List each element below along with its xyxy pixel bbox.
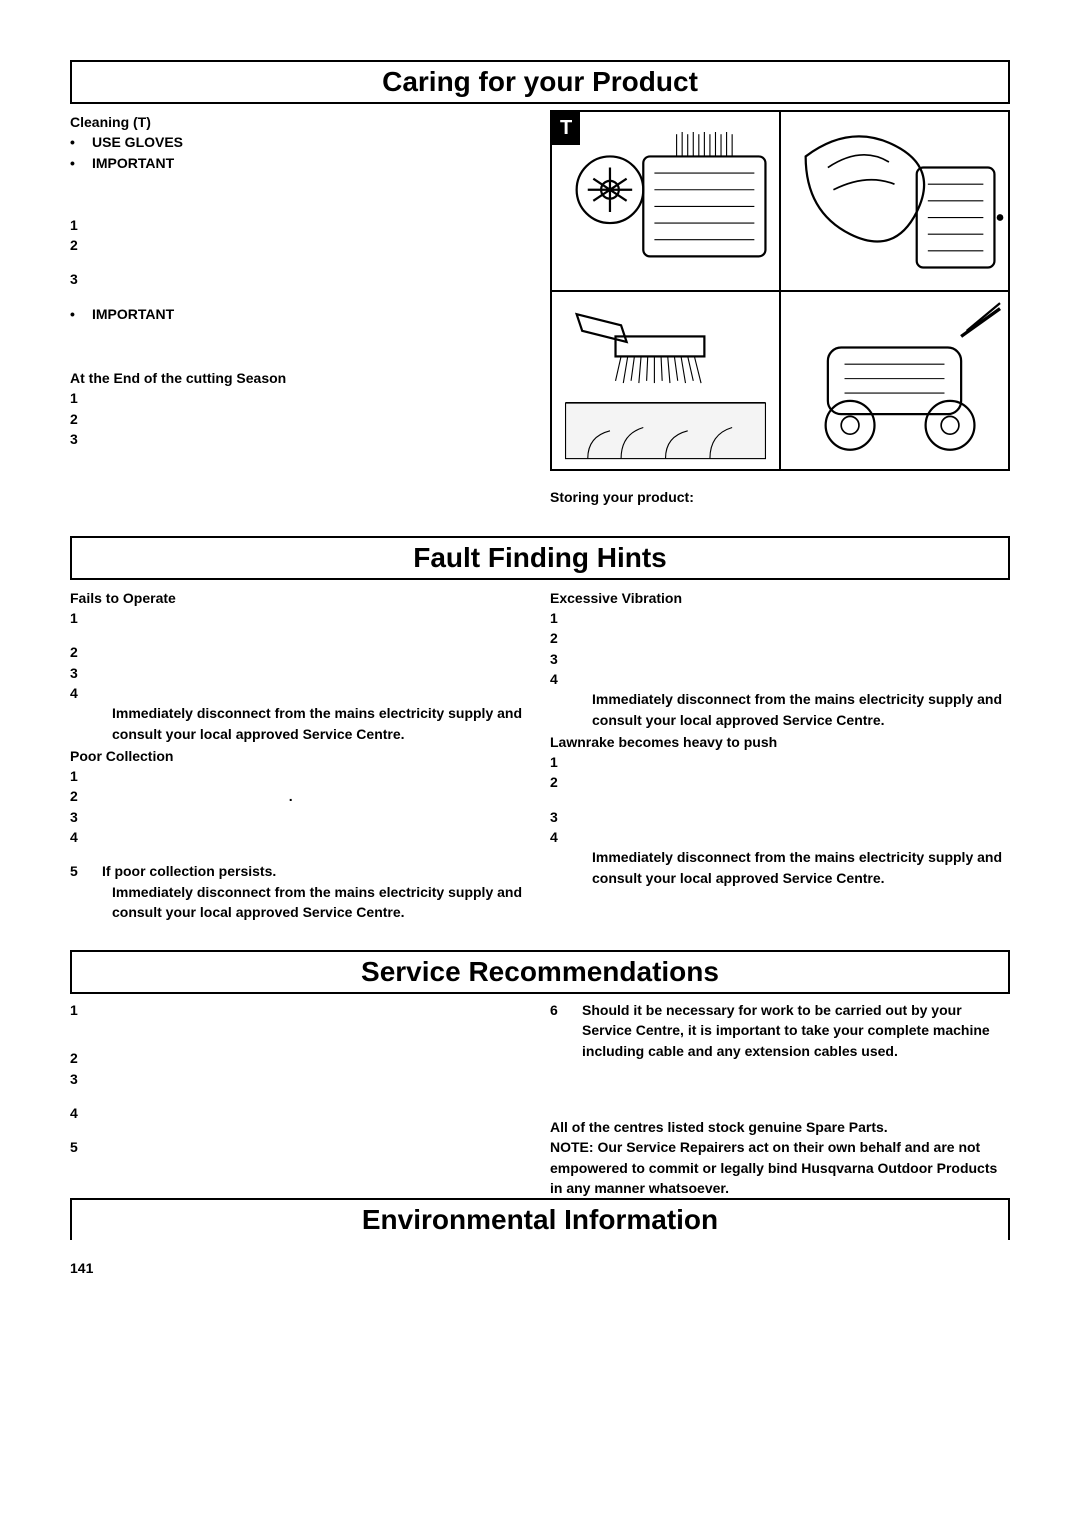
bullet-important: • IMPORTANT	[70, 153, 530, 173]
poor-2: 2 .	[70, 786, 530, 806]
vib-2: 2	[550, 628, 1010, 648]
section-service-title: Service Recommendations	[361, 956, 719, 987]
section-env-title: Environmental Information	[362, 1204, 718, 1235]
illustration-tag-t: T	[552, 112, 580, 145]
bullet-dot: •	[70, 132, 92, 152]
page-number: 141	[70, 1260, 1010, 1276]
section-service-title-box: Service Recommendations	[70, 950, 1010, 994]
poor-1: 1	[70, 766, 530, 786]
heavy-4-text: Immediately disconnect from the mains el…	[550, 847, 1010, 888]
caring-left-col: Cleaning (T) • USE GLOVES • IMPORTANT 1 …	[70, 110, 530, 508]
service-right-col: 6 Should it be necessary for work to be …	[550, 1000, 1010, 1198]
illustration-grid: T	[550, 110, 1010, 471]
poor-3: 3	[70, 807, 530, 827]
brush-side-icon	[552, 112, 779, 290]
mower-side-icon	[781, 292, 1008, 470]
illustration-cell-3	[551, 291, 780, 471]
poor-4: 4	[70, 827, 530, 847]
fails-4: 4	[70, 683, 530, 703]
vib-3: 3	[550, 649, 1010, 669]
bullet-text: USE GLOVES	[92, 132, 530, 152]
vib-1: 1	[550, 608, 1010, 628]
service-5: 5	[70, 1137, 530, 1157]
service-footer-1: All of the centres listed stock genuine …	[550, 1117, 1010, 1137]
heavy-1: 1	[550, 752, 1010, 772]
fault-right-col: Excessive Vibration 1 2 3 4 Immediately …	[550, 586, 1010, 922]
fault-columns: Fails to Operate 1 2 3 4 Immediately dis…	[70, 586, 1010, 922]
storing-heading: Storing your product:	[550, 487, 1010, 507]
cleaning-heading: Cleaning (T)	[70, 112, 530, 132]
fails-4-text: Immediately disconnect from the mains el…	[70, 703, 530, 744]
vibration-heading: Excessive Vibration	[550, 588, 1010, 608]
service-4: 4	[70, 1103, 530, 1123]
heavy-3: 3	[550, 807, 1010, 827]
poor-5-text: Immediately disconnect from the mains el…	[70, 882, 530, 923]
section-fault-title-box: Fault Finding Hints	[70, 536, 1010, 580]
poor-5: 5 If poor collection persists.	[70, 861, 530, 881]
fault-left-col: Fails to Operate 1 2 3 4 Immediately dis…	[70, 586, 530, 922]
fails-heading: Fails to Operate	[70, 588, 530, 608]
illustration-cell-1: T	[551, 111, 780, 291]
vib-4: 4	[550, 669, 1010, 689]
cleaning-step-1: 1	[70, 215, 530, 235]
bullet-text: IMPORTANT	[92, 153, 530, 173]
service-6: 6 Should it be necessary for work to be …	[550, 1000, 1010, 1061]
end-step-1: 1	[70, 388, 530, 408]
bullet-dot: •	[70, 153, 92, 173]
end-season-heading: At the End of the cutting Season	[70, 368, 530, 388]
brush-deck-icon	[552, 292, 779, 470]
hand-cloth-icon	[781, 112, 1008, 290]
fails-3: 3	[70, 663, 530, 683]
cleaning-step-3: 3	[70, 269, 530, 289]
bullet-important-2: • IMPORTANT	[70, 304, 530, 324]
fails-2: 2	[70, 642, 530, 662]
service-1: 1	[70, 1000, 530, 1020]
cleaning-step-2: 2	[70, 235, 530, 255]
section-caring-title: Caring for your Product	[382, 66, 698, 97]
section-fault-title: Fault Finding Hints	[413, 542, 667, 573]
end-step-2: 2	[70, 409, 530, 429]
service-left-col: 1 2 3 4 5	[70, 1000, 530, 1198]
service-2: 2	[70, 1048, 530, 1068]
heavy-heading: Lawnrake becomes heavy to push	[550, 732, 1010, 752]
fails-1: 1	[70, 608, 530, 628]
service-3: 3	[70, 1069, 530, 1089]
section-env-title-box: Environmental Information	[70, 1198, 1010, 1240]
section-caring-title-box: Caring for your Product	[70, 60, 1010, 104]
bullet-use-gloves: • USE GLOVES	[70, 132, 530, 152]
poor-heading: Poor Collection	[70, 746, 530, 766]
heavy-4: 4	[550, 827, 1010, 847]
illustration-cell-4	[780, 291, 1009, 471]
service-columns: 1 2 3 4 5 6 Should it be necessary for w…	[70, 1000, 1010, 1198]
vib-4-text: Immediately disconnect from the mains el…	[550, 689, 1010, 730]
bullet-text: IMPORTANT	[92, 304, 530, 324]
caring-columns: Cleaning (T) • USE GLOVES • IMPORTANT 1 …	[70, 110, 1010, 508]
heavy-2: 2	[550, 772, 1010, 792]
illustration-cell-2	[780, 111, 1009, 291]
service-footer-2: NOTE: Our Service Repairers act on their…	[550, 1137, 1010, 1198]
end-step-3: 3	[70, 429, 530, 449]
caring-right-col: T	[550, 110, 1010, 508]
bullet-dot: •	[70, 304, 92, 324]
